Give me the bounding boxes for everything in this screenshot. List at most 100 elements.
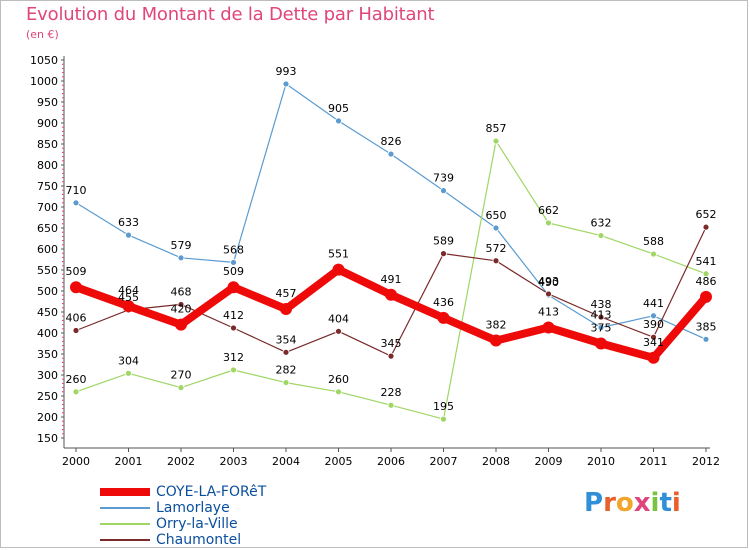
chart-subtitle: (en €) bbox=[26, 28, 59, 41]
data-label: 354 bbox=[276, 333, 297, 346]
logo-letter: r bbox=[603, 488, 616, 518]
legend-swatch bbox=[100, 539, 150, 541]
data-label: 490 bbox=[538, 276, 559, 289]
data-point bbox=[125, 231, 132, 239]
data-point bbox=[440, 415, 447, 423]
data-point bbox=[597, 313, 605, 321]
data-label: 406 bbox=[66, 311, 87, 324]
data-point bbox=[282, 379, 290, 386]
y-tick-label: 650 bbox=[37, 222, 58, 235]
data-label: 588 bbox=[643, 235, 664, 248]
data-point bbox=[280, 303, 292, 316]
data-point bbox=[387, 352, 395, 360]
data-point bbox=[177, 254, 185, 262]
logo-letter: o bbox=[615, 488, 634, 518]
data-label: 710 bbox=[66, 184, 87, 197]
legend-label: Chaumontel bbox=[156, 532, 242, 548]
data-point bbox=[700, 290, 712, 303]
y-tick-label: 250 bbox=[37, 390, 58, 403]
data-point bbox=[545, 290, 552, 298]
data-point bbox=[650, 333, 657, 341]
data-point bbox=[387, 150, 395, 158]
data-label: 579 bbox=[171, 239, 192, 252]
data-point bbox=[492, 224, 500, 232]
x-tick-label: 2001 bbox=[115, 455, 143, 468]
data-point bbox=[125, 369, 132, 377]
data-label: 589 bbox=[433, 235, 454, 248]
data-label: 270 bbox=[171, 369, 192, 382]
y-tick-label: 950 bbox=[37, 96, 58, 109]
x-tick-label: 2005 bbox=[325, 455, 353, 468]
data-label: 509 bbox=[66, 265, 87, 278]
data-label: 826 bbox=[381, 135, 402, 148]
data-label: 905 bbox=[328, 102, 349, 115]
logo-letter: i bbox=[650, 488, 660, 518]
data-label: 633 bbox=[118, 216, 139, 229]
data-label: 441 bbox=[643, 297, 664, 310]
y-tick-label: 900 bbox=[37, 117, 58, 130]
data-label: 457 bbox=[276, 287, 297, 300]
y-tick-label: 350 bbox=[37, 348, 58, 361]
data-label: 491 bbox=[381, 273, 402, 286]
data-label: 382 bbox=[486, 319, 507, 332]
y-tick-label: 700 bbox=[37, 201, 58, 214]
data-label: 493 bbox=[538, 275, 559, 288]
data-point bbox=[230, 324, 237, 332]
y-tick-label: 300 bbox=[37, 369, 58, 382]
data-point bbox=[385, 288, 397, 301]
data-labels-layer: 710 633 579 568 993 905 826 739 650 490 413 441 385 2… bbox=[66, 65, 717, 413]
data-point bbox=[437, 311, 450, 324]
data-point bbox=[335, 327, 342, 335]
legend-swatch bbox=[100, 488, 150, 496]
data-point bbox=[597, 324, 605, 331]
x-tick-label: 2007 bbox=[430, 455, 458, 468]
data-label: 390 bbox=[643, 318, 664, 331]
data-label: 375 bbox=[591, 322, 612, 335]
data-label: 412 bbox=[223, 309, 244, 322]
data-point bbox=[282, 80, 290, 88]
data-label: 652 bbox=[696, 208, 717, 221]
data-label: 420 bbox=[171, 303, 192, 316]
data-label: 282 bbox=[276, 364, 297, 377]
data-point bbox=[335, 388, 342, 396]
data-point bbox=[332, 263, 345, 276]
data-label: 312 bbox=[223, 351, 244, 364]
proxiti-logo: Proxiti bbox=[584, 488, 681, 518]
legend-label: Lamorlaye bbox=[156, 500, 230, 516]
x-tick-label: 2012 bbox=[692, 455, 720, 468]
series-lamorlaye bbox=[72, 80, 710, 343]
x-tick-label: 2004 bbox=[272, 455, 300, 468]
data-label: 436 bbox=[433, 296, 454, 309]
y-tick-label: 150 bbox=[37, 432, 58, 445]
data-label: 260 bbox=[328, 373, 349, 386]
y-tick-label: 1000 bbox=[30, 75, 58, 88]
data-point bbox=[597, 232, 605, 239]
data-point bbox=[72, 199, 80, 207]
y-tick-label: 750 bbox=[37, 180, 58, 193]
data-point bbox=[227, 281, 240, 294]
x-tick-label: 2009 bbox=[535, 455, 563, 468]
legend-label: COYE-LA-FORêT bbox=[156, 484, 267, 500]
x-tick-label: 2006 bbox=[377, 455, 405, 468]
data-label: 341 bbox=[643, 336, 664, 349]
data-point bbox=[175, 318, 187, 331]
series-coye-la-for-t bbox=[70, 263, 712, 364]
logo-letter: t bbox=[659, 488, 672, 518]
data-point bbox=[647, 351, 660, 364]
legend-swatch bbox=[100, 507, 150, 509]
data-label: 468 bbox=[171, 285, 192, 298]
data-point bbox=[72, 327, 80, 334]
data-point bbox=[702, 223, 710, 231]
logo-letter: P bbox=[584, 488, 604, 518]
legend-swatch bbox=[100, 523, 150, 525]
data-label: 739 bbox=[433, 172, 454, 185]
axes: 150 200 250 300 350 400 450 500 550 600 650 700 750 8… bbox=[30, 54, 720, 468]
data-label: 413 bbox=[591, 309, 612, 322]
data-label: 568 bbox=[223, 243, 244, 256]
data-point bbox=[702, 335, 710, 343]
data-label: 345 bbox=[381, 337, 402, 350]
data-label: 260 bbox=[66, 373, 87, 386]
data-point bbox=[490, 334, 502, 347]
data-point bbox=[440, 250, 447, 258]
